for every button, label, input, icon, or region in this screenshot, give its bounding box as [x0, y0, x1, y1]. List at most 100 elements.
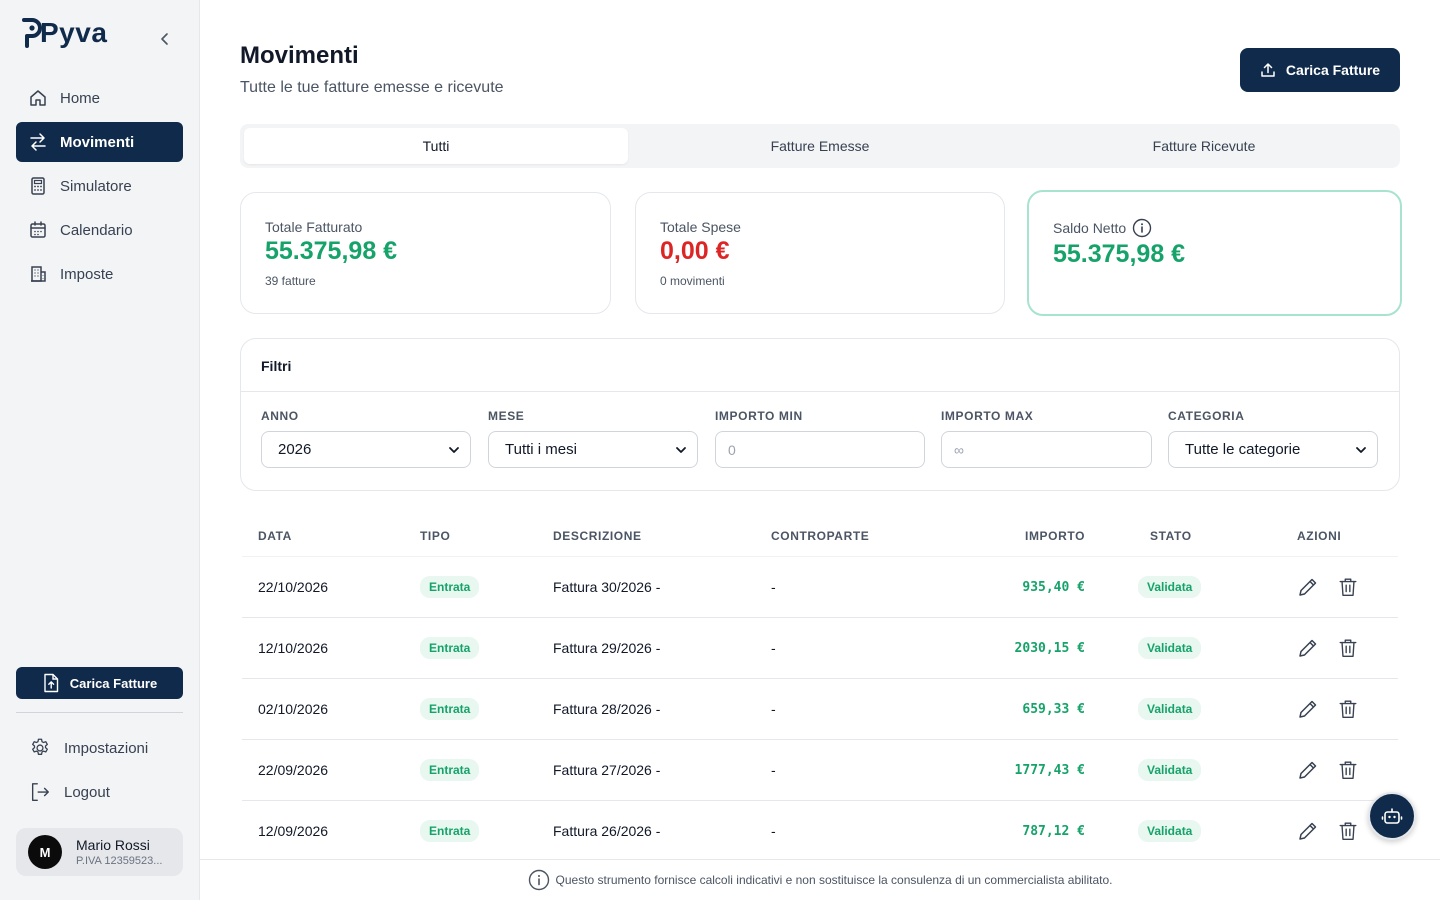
table-header: DATA TIPO DESCRIZIONE CONTROPARTE IMPORT… — [242, 516, 1398, 557]
sidebar-item-impostazioni[interactable]: Impostazioni — [16, 728, 183, 768]
filter-mese: MESE Tutti i mesi — [488, 409, 698, 468]
sidebar-upload-button[interactable]: Carica Fatture — [16, 667, 183, 699]
sidebar-upload-label: Carica Fatture — [69, 675, 158, 691]
table-row[interactable]: 22/09/2026 Entrata Fattura 27/2026 - - 1… — [242, 740, 1398, 801]
cell-controparte: - — [771, 762, 776, 778]
page-title: Movimenti — [240, 42, 359, 69]
status-badge: Validata — [1138, 637, 1202, 659]
sidebar-item-logout[interactable]: Logout — [16, 772, 183, 812]
badge-label: Validata — [1138, 820, 1202, 842]
badge-label: Validata — [1138, 698, 1202, 720]
app-logo[interactable]: Pyva — [20, 16, 107, 50]
table-row[interactable]: 02/10/2026 Entrata Fattura 28/2026 - - 6… — [242, 679, 1398, 740]
logout-icon — [28, 780, 52, 804]
status-badge: Validata — [1138, 820, 1202, 842]
tab-fatture-emesse[interactable]: Fatture Emesse — [770, 138, 870, 154]
edit-icon[interactable] — [1296, 819, 1320, 843]
avatar: M — [28, 835, 62, 869]
cell-descrizione: Fattura 29/2026 - — [553, 640, 661, 656]
info-icon[interactable] — [1132, 218, 1152, 238]
badge-label: Entrata — [420, 759, 480, 781]
filter-label: IMPORTO MAX — [941, 409, 1034, 423]
calculator-icon — [28, 176, 48, 196]
tab-fatture-ricevute[interactable]: Fatture Ricevute — [1152, 138, 1256, 154]
sidebar-item-home[interactable]: Home — [16, 78, 183, 118]
filters-panel: Filtri ANNO 2026 MESE Tutti i mesi IMPOR… — [240, 338, 1400, 491]
cell-data: 12/10/2026 — [258, 640, 329, 656]
sidebar-divider — [16, 712, 183, 713]
anno-select-value: 2026 — [278, 441, 312, 458]
col-header-controparte[interactable]: CONTROPARTE — [771, 529, 870, 543]
cell-descrizione: Fattura 26/2026 - — [553, 823, 661, 839]
sidebar-item-calendario[interactable]: Calendario — [16, 210, 183, 250]
stat-value: 55.375,98 € — [1053, 240, 1186, 268]
cell-data: 22/09/2026 — [258, 762, 329, 778]
sidebar-item-label: Calendario — [60, 221, 133, 239]
tipo-badge: Entrata — [420, 698, 480, 720]
filters-title: Filtri — [261, 358, 292, 374]
trash-icon[interactable] — [1336, 819, 1360, 843]
col-header-importo[interactable]: IMPORTO — [1025, 529, 1085, 543]
mese-select[interactable]: Tutti i mesi — [488, 431, 698, 468]
table-row[interactable]: 22/10/2026 Entrata Fattura 30/2026 - - 9… — [242, 557, 1398, 618]
table-row[interactable]: 12/09/2026 Entrata Fattura 26/2026 - - 7… — [242, 801, 1398, 860]
trash-icon[interactable] — [1336, 697, 1360, 721]
status-badge: Validata — [1138, 698, 1202, 720]
tipo-badge: Entrata — [420, 637, 480, 659]
trash-icon[interactable] — [1336, 575, 1360, 599]
sidebar-item-imposte[interactable]: Imposte — [16, 254, 183, 294]
disclaimer-footer: Questo strumento fornisce calcoli indica… — [200, 859, 1440, 900]
stat-sub: 0 movimenti — [660, 274, 725, 288]
cell-data: 02/10/2026 — [258, 701, 329, 717]
cell-importo: 659,33 € — [1022, 701, 1085, 717]
anno-select[interactable]: 2026 — [261, 431, 471, 468]
collapse-sidebar-button[interactable] — [154, 28, 176, 50]
upload-file-icon — [42, 673, 60, 693]
tipo-badge: Entrata — [420, 820, 480, 842]
sidebar-item-label: Home — [60, 89, 101, 107]
upload-invoices-button[interactable]: Carica Fatture — [1240, 48, 1400, 92]
disclaimer-text: Questo strumento fornisce calcoli indica… — [555, 873, 1113, 887]
cell-controparte: - — [771, 640, 776, 656]
importo-min-input[interactable]: 0 — [715, 431, 925, 468]
stat-value: 55.375,98 € — [265, 237, 398, 265]
cell-importo: 787,12 € — [1022, 823, 1085, 839]
filter-label: MESE — [488, 409, 525, 423]
importo-max-input[interactable]: ∞ — [941, 431, 1152, 468]
trash-icon[interactable] — [1336, 636, 1360, 660]
cell-controparte: - — [771, 823, 776, 839]
badge-label: Entrata — [420, 698, 480, 720]
user-profile-card[interactable]: M Mario Rossi P.IVA 12359523... — [16, 828, 183, 876]
trash-icon[interactable] — [1336, 758, 1360, 782]
movements-table: DATA TIPO DESCRIZIONE CONTROPARTE IMPORT… — [242, 516, 1398, 860]
sidebar-bottom-nav: Impostazioni Logout — [16, 728, 183, 816]
categoria-select[interactable]: Tutte le categorie — [1168, 431, 1378, 468]
cell-importo: 935,40 € — [1022, 579, 1085, 595]
table-row[interactable]: 12/10/2026 Entrata Fattura 29/2026 - - 2… — [242, 618, 1398, 679]
row-actions — [1296, 697, 1360, 721]
edit-icon[interactable] — [1296, 636, 1320, 660]
sidebar-item-simulatore[interactable]: Simulatore — [16, 166, 183, 206]
assistant-bot-button[interactable] — [1368, 792, 1416, 840]
edit-icon[interactable] — [1296, 575, 1320, 599]
edit-icon[interactable] — [1296, 697, 1320, 721]
sidebar: Pyva Home Movimenti Simulatore — [0, 0, 200, 900]
status-badge: Validata — [1138, 576, 1202, 598]
edit-icon[interactable] — [1296, 758, 1320, 782]
filter-label: ANNO — [261, 409, 299, 423]
col-header-tipo[interactable]: TIPO — [420, 529, 451, 543]
stat-label-row: Saldo Netto — [1053, 218, 1376, 238]
row-actions — [1296, 575, 1360, 599]
col-header-data[interactable]: DATA — [258, 529, 292, 543]
cell-descrizione: Fattura 30/2026 - — [553, 579, 661, 595]
filter-importo-min: IMPORTO MIN 0 — [715, 409, 925, 468]
tab-tutti[interactable]: Tutti — [244, 128, 628, 164]
sidebar-item-label: Simulatore — [60, 177, 132, 195]
filter-label: IMPORTO MIN — [715, 409, 803, 423]
sidebar-item-movimenti[interactable]: Movimenti — [16, 122, 183, 162]
badge-label: Validata — [1138, 576, 1202, 598]
user-piva: P.IVA 12359523... — [76, 855, 163, 867]
col-header-stato[interactable]: STATO — [1150, 529, 1192, 543]
cell-data: 12/09/2026 — [258, 823, 329, 839]
col-header-descrizione[interactable]: DESCRIZIONE — [553, 529, 642, 543]
